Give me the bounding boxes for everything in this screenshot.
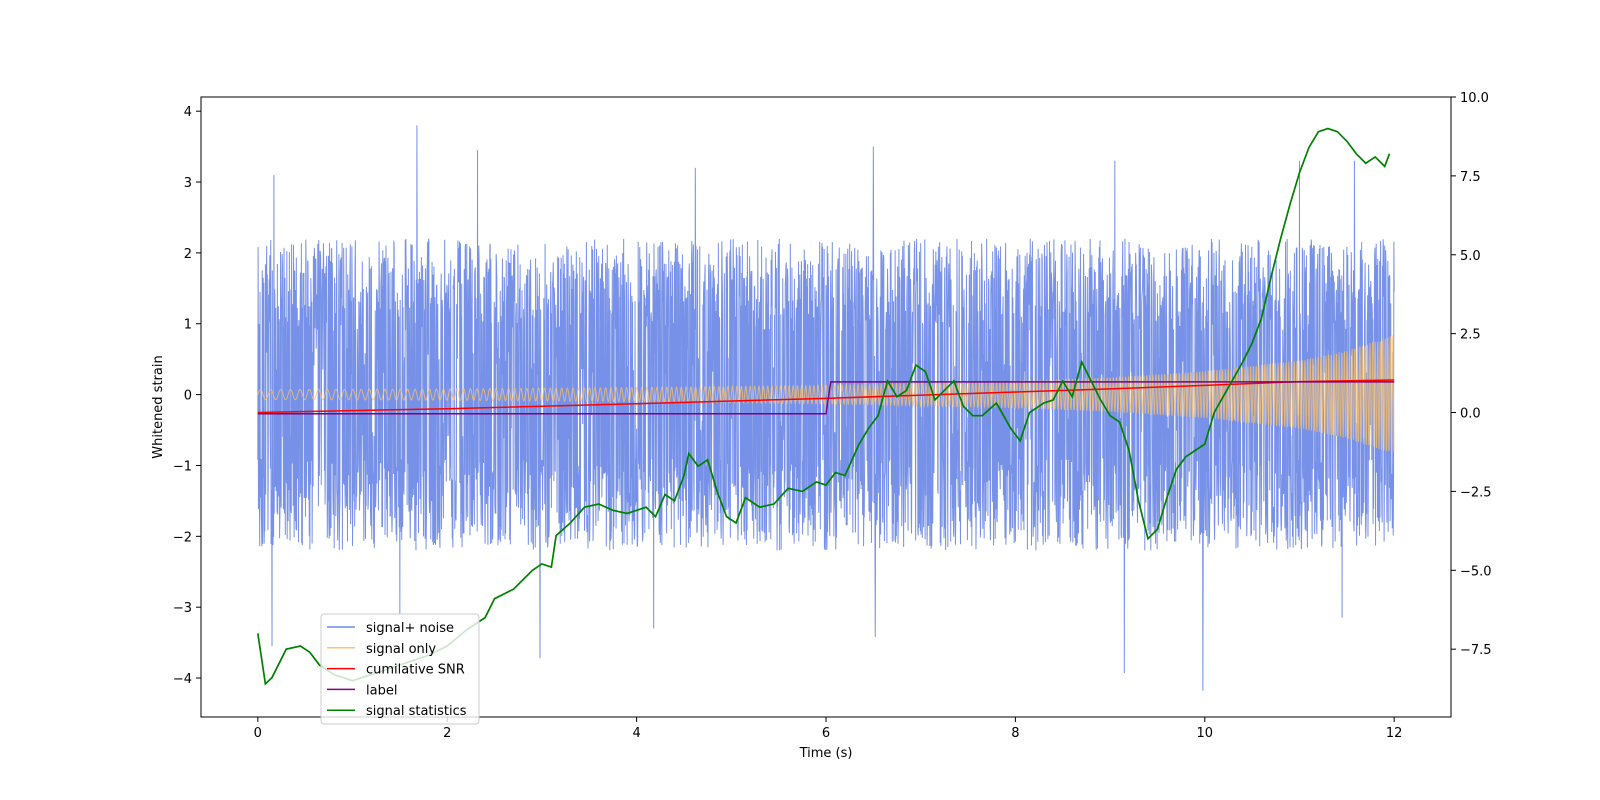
x-tick-label: 0	[254, 726, 262, 741]
y-tick-label: −3	[173, 601, 192, 616]
legend-label: signal+ noise	[366, 621, 454, 636]
y-tick-label: −2	[173, 530, 192, 545]
y2-tick-label: −7.5	[1460, 643, 1492, 658]
y2-tick-label: −2.5	[1460, 485, 1492, 500]
y2-tick-label: 5.0	[1460, 249, 1481, 264]
y2-tick-label: 0.0	[1460, 407, 1481, 422]
y2-tick-label: 7.5	[1460, 170, 1481, 185]
legend-label: cumilative SNR	[366, 663, 465, 678]
legend-box	[320, 613, 480, 725]
y2-tick-label: 10.0	[1460, 91, 1489, 106]
y-tick-label: 2	[184, 247, 192, 262]
y-tick-label: 3	[184, 176, 192, 191]
y-axis-left: −4 −3 −2 −1 0 1 2 3 4	[173, 105, 201, 687]
x-tick-label: 8	[1011, 726, 1019, 741]
series-signal-statistics	[256, 127, 1391, 686]
legend: signal+ noise signal only cumilative SNR la…	[320, 613, 480, 725]
legend-label: signal only	[366, 642, 436, 657]
series-label	[257, 381, 1395, 415]
y2-tick-label: −5.0	[1460, 564, 1492, 579]
x-tick-label: 10	[1197, 726, 1214, 741]
y-tick-label: −4	[173, 672, 192, 687]
y-tick-label: 0	[184, 389, 192, 404]
legend-label: signal statistics	[366, 704, 467, 719]
x-tick-label: 2	[443, 726, 451, 741]
series-layer	[256, 125, 1395, 691]
y-tick-label: 1	[184, 318, 192, 333]
x-tick-label: 4	[632, 726, 640, 741]
y-tick-label: −1	[173, 459, 192, 474]
y-tick-label: 4	[184, 105, 192, 120]
legend-label: label	[366, 683, 397, 698]
x-axis-label: Time (s)	[799, 746, 853, 761]
series-signal-plus-noise	[257, 125, 1395, 691]
series-signal-only	[257, 335, 1395, 453]
y-axis-label: Whitened strain	[151, 355, 166, 458]
y-axis-right: −7.5 −5.0 −2.5 0.0 2.5 5.0 7.5 10.0	[1451, 91, 1492, 658]
x-tick-label: 6	[822, 726, 830, 741]
series-cumilative-snr	[257, 379, 1395, 414]
x-tick-label: 12	[1386, 726, 1403, 741]
y2-tick-label: 2.5	[1460, 328, 1481, 343]
